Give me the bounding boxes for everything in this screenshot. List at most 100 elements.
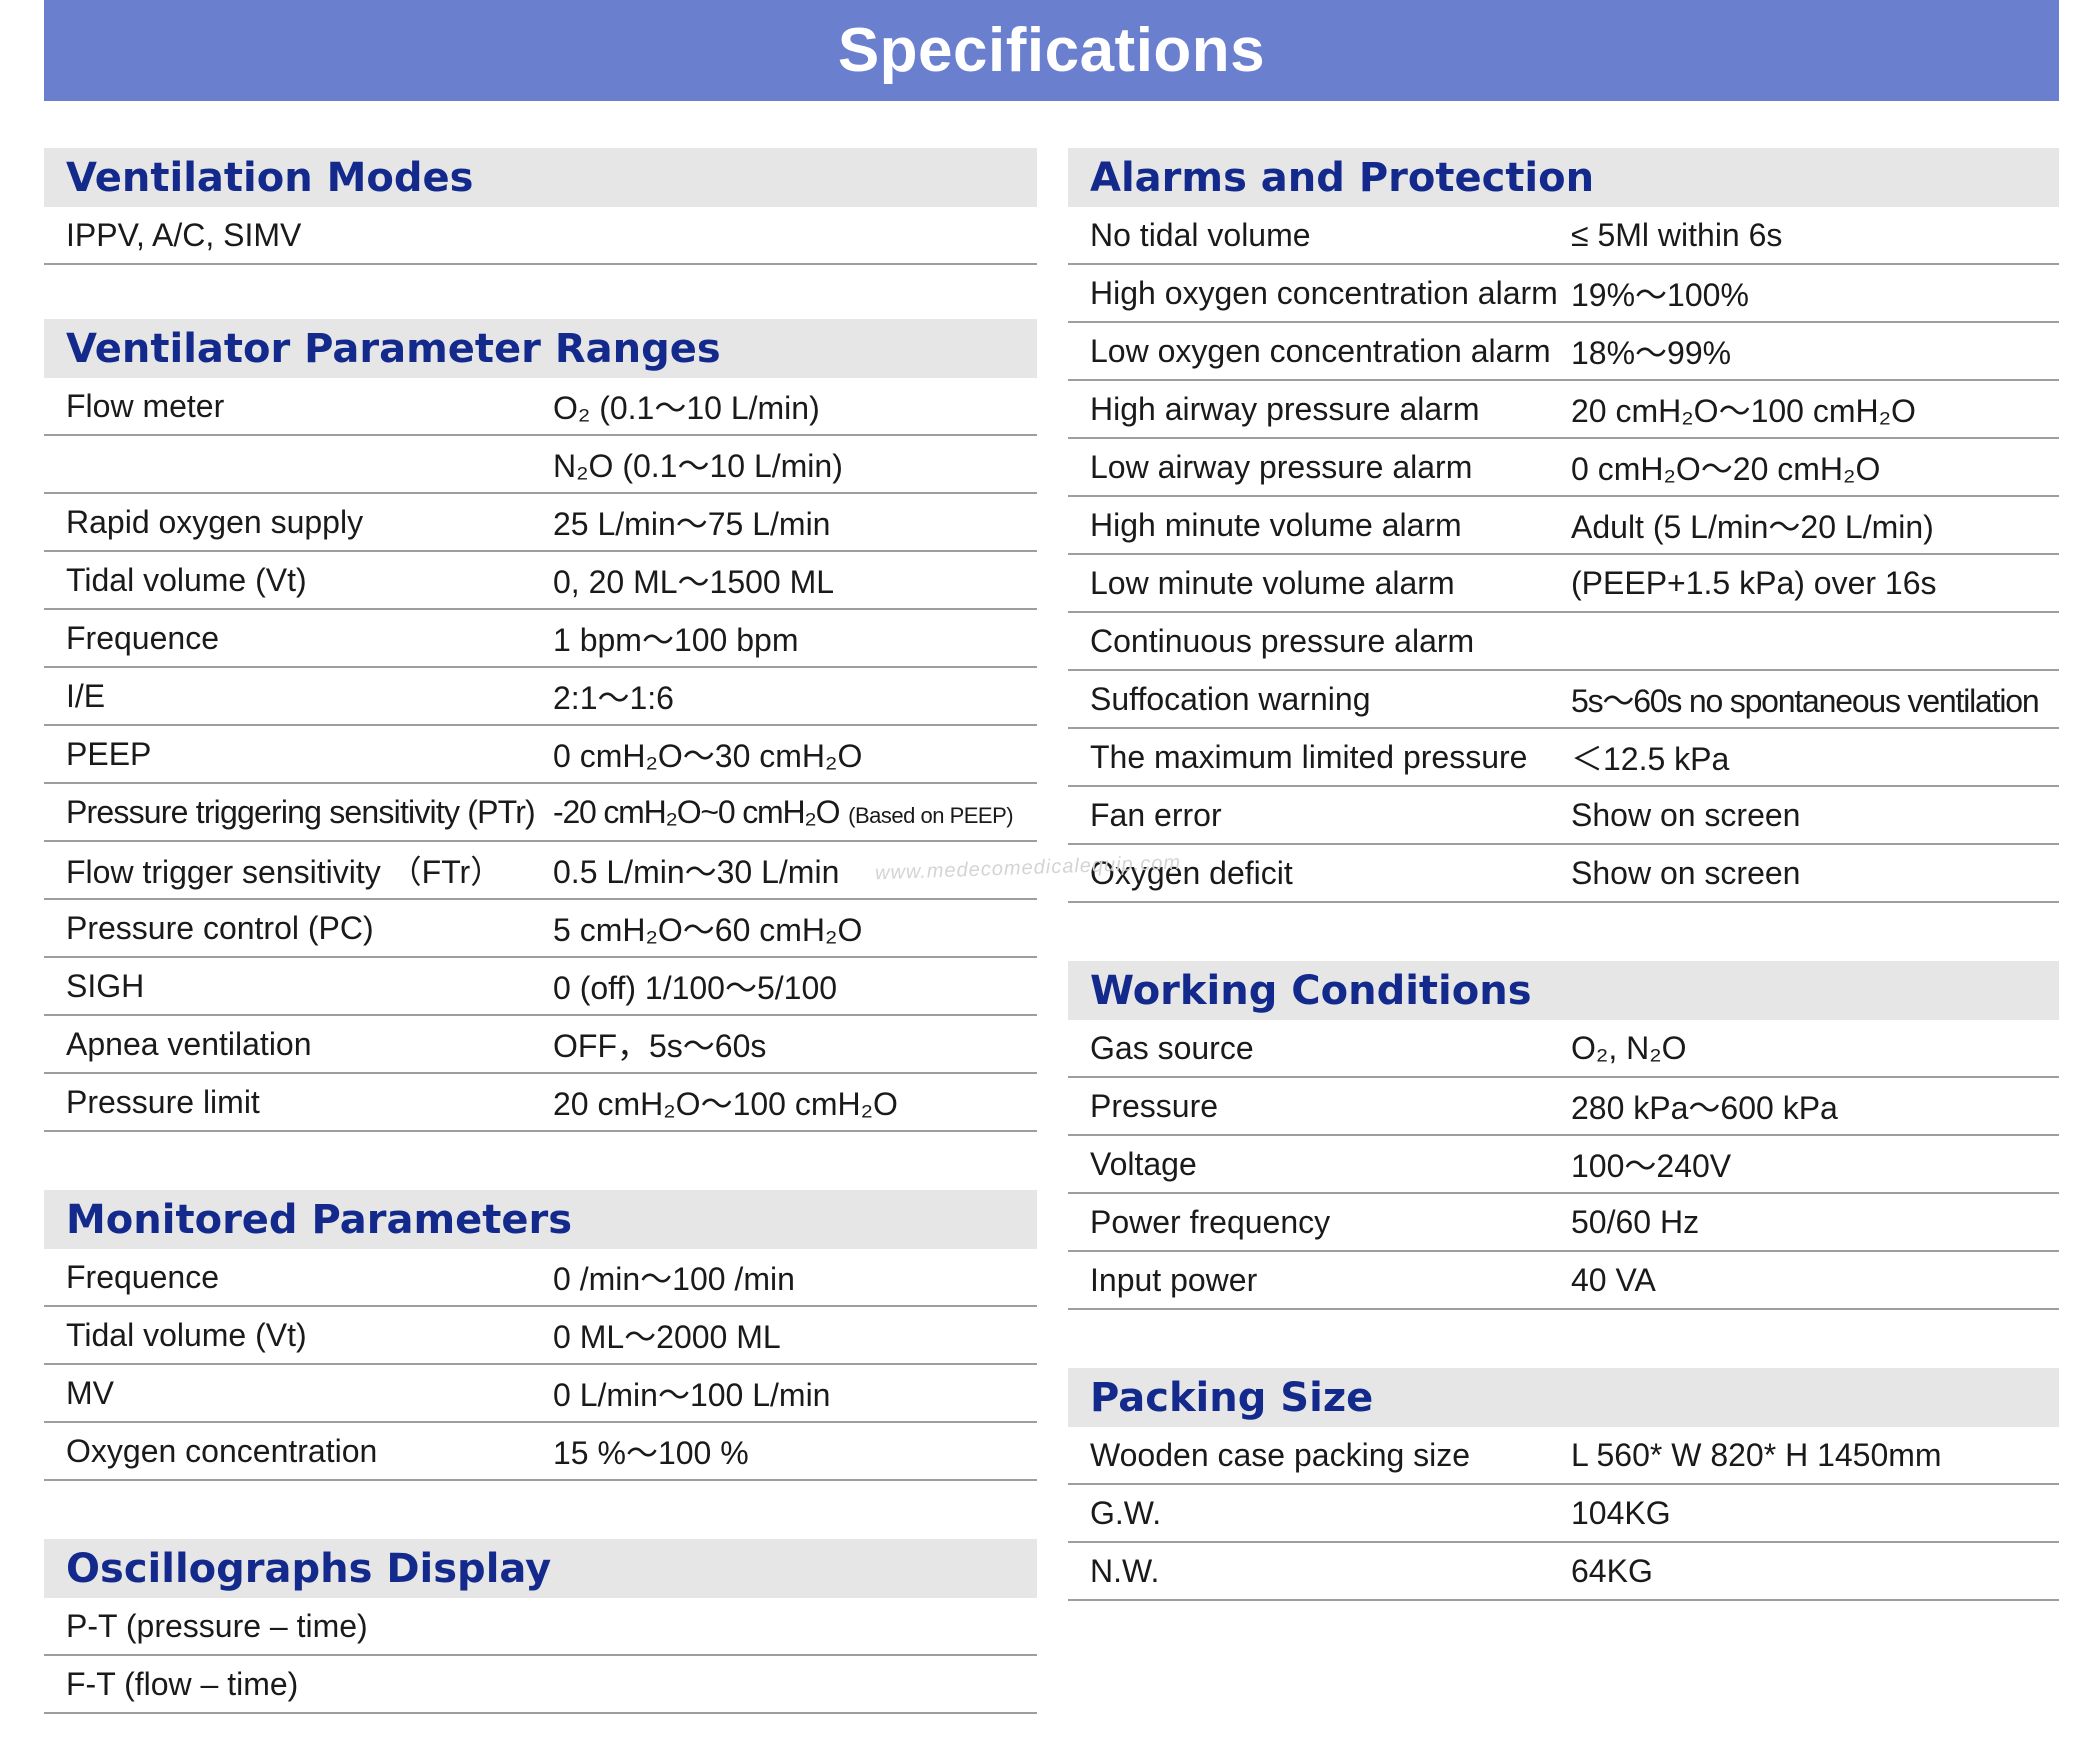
- section-heading: Working Conditions: [1068, 961, 2059, 1020]
- spec-row: PEEP 0 cmH₂O～30 cmH₂O: [44, 726, 1037, 784]
- spec-value: 25 L/min～75 L/min: [553, 499, 1037, 545]
- spec-row: Pressure limit 20 cmH₂O～100 cmH₂O: [44, 1074, 1037, 1132]
- spec-value: 0 ML～2000 ML: [553, 1312, 1037, 1358]
- spec-row: Input power 40 VA: [1068, 1252, 2059, 1310]
- spec-value: 0 L/min～100 L/min: [553, 1370, 1037, 1416]
- section-monitored-parameters: Monitored Parameters Frequence 0 /min～100 …: [44, 1190, 1037, 1481]
- spec-label: High minute volume alarm: [1090, 506, 1462, 543]
- spec-label: Oxygen concentration: [66, 1432, 378, 1469]
- section-heading: Ventilation Modes: [44, 148, 1037, 207]
- spec-label: The maximum limited pressure: [1090, 738, 1528, 775]
- spec-value-text: 20 cmH₂O～100 cmH₂O: [1571, 393, 1916, 429]
- spec-value: 15 %～100 %: [553, 1428, 1037, 1474]
- section-ventilator-parameter-ranges: Ventilator Parameter Ranges Flow meter O₂ …: [44, 319, 1037, 1132]
- section-heading: Alarms and Protection: [1068, 148, 2059, 207]
- spec-row: F-T (flow – time): [44, 1656, 1037, 1714]
- spec-value-text: ≤ 5Ml within 6s: [1571, 216, 1783, 253]
- spec-value-text: 5s～60s no spontaneous ventilation: [1571, 683, 2040, 719]
- spec-value-text: ＜12.5 kPa: [1571, 741, 1730, 777]
- spec-row: Suffocation warning 5s～60s no spontaneous…: [1068, 671, 2059, 729]
- spec-value-text: 100～240V: [1571, 1148, 1732, 1184]
- spec-value-text: 2:1～1:6: [553, 680, 674, 716]
- section-heading: Monitored Parameters: [44, 1190, 1037, 1249]
- spec-label: Low oxygen concentration alarm: [1090, 332, 1551, 369]
- spec-value-text: 20 cmH₂O～100 cmH₂O: [553, 1086, 898, 1122]
- spec-value-text: 104KG: [1571, 1494, 1671, 1531]
- spec-value: (PEEP+1.5 kPa) over 16s: [1571, 565, 2059, 602]
- spec-row: Oxygen concentration 15 %～100 %: [44, 1423, 1037, 1481]
- spec-label: Input power: [1090, 1261, 1258, 1298]
- spec-row: Continuous pressure alarm: [1068, 613, 2059, 671]
- left-column: Ventilation Modes IPPV, A/C, SIMV Ventilat…: [44, 148, 1037, 1714]
- spec-value-text: Adult (5 L/min～20 L/min): [1571, 509, 1934, 545]
- spec-value: N₂O (0.1～10 L/min): [553, 441, 1037, 487]
- spec-value: 0 /min～100 /min: [553, 1254, 1037, 1300]
- spec-value-text: 18%～99%: [1571, 335, 1732, 371]
- spec-row: G.W. 104KG: [1068, 1485, 2059, 1543]
- spec-value: ＜12.5 kPa: [1571, 734, 2059, 780]
- spec-value: 18%～99%: [1571, 328, 2059, 374]
- spec-value: 100～240V: [1571, 1141, 2059, 1187]
- spec-row: Pressure 280 kPa～600 kPa: [1068, 1078, 2059, 1136]
- spec-value: O₂, N₂O: [1571, 1030, 2059, 1067]
- spec-row: Gas source O₂, N₂O: [1068, 1020, 2059, 1078]
- spec-value-text: 64KG: [1571, 1552, 1653, 1589]
- spec-value: 1 bpm～100 bpm: [553, 615, 1037, 661]
- spec-label: Low minute volume alarm: [1090, 564, 1455, 601]
- spec-label: Fan error: [1090, 796, 1222, 833]
- spec-value-text: Show on screen: [1571, 854, 1801, 891]
- spec-row: Frequence 0 /min～100 /min: [44, 1249, 1037, 1307]
- spec-value: L 560* W 820* H 1450mm: [1571, 1437, 2059, 1474]
- spec-label: Tidal volume (Vt): [66, 1316, 307, 1353]
- spec-value-text: 25 L/min～75 L/min: [553, 506, 831, 542]
- spec-row: Low airway pressure alarm 0 cmH₂O～20 cmH₂…: [1068, 439, 2059, 497]
- spec-label: N.W.: [1090, 1552, 1160, 1589]
- spec-value-text: 40 VA: [1571, 1261, 1656, 1298]
- spec-value: 280 kPa～600 kPa: [1571, 1083, 2059, 1129]
- spec-label: Gas source: [1090, 1029, 1254, 1066]
- spec-value-text: 19%～100%: [1571, 277, 1749, 313]
- spec-row: Pressure control (PC) 5 cmH₂O～60 cmH₂O: [44, 900, 1037, 958]
- spec-value-text: (PEEP+1.5 kPa) over 16s: [1571, 564, 1937, 601]
- spec-label: G.W.: [1090, 1494, 1162, 1531]
- spec-value: ≤ 5Ml within 6s: [1571, 217, 2059, 254]
- spec-label: No tidal volume: [1090, 216, 1311, 253]
- spec-value-text: 0 cmH₂O～20 cmH₂O: [1571, 451, 1881, 487]
- spec-value-text: 5 cmH₂O～60 cmH₂O: [553, 912, 863, 948]
- spec-value-text: 0, 20 ML～1500 ML: [553, 564, 835, 600]
- spec-row: SIGH 0 (off) 1/100～5/100: [44, 958, 1037, 1016]
- spec-label: High oxygen concentration alarm: [1090, 274, 1558, 311]
- spec-value: OFF，5s～60s: [553, 1021, 1037, 1067]
- spec-value-text: -20 cmH₂O~0 cmH₂O: [553, 793, 840, 830]
- spec-value-text: L 560* W 820* H 1450mm: [1571, 1436, 1942, 1473]
- spec-value: 0.5 L/min～30 L/min: [553, 847, 1037, 893]
- spec-row: Low minute volume alarm (PEEP+1.5 kPa) ov…: [1068, 555, 2059, 613]
- section-ventilation-modes: Ventilation Modes IPPV, A/C, SIMV: [44, 148, 1037, 265]
- spec-value: 0 cmH₂O～20 cmH₂O: [1571, 444, 2059, 490]
- spec-value: 104KG: [1571, 1495, 2059, 1532]
- spec-label: Rapid oxygen supply: [66, 503, 364, 540]
- spec-row: Tidal volume (Vt) 0 ML～2000 ML: [44, 1307, 1037, 1365]
- spec-row: No tidal volume ≤ 5Ml within 6s: [1068, 207, 2059, 265]
- page-title: Specifications: [837, 16, 1266, 85]
- spec-value: Show on screen: [1571, 797, 2059, 834]
- spec-row: High minute volume alarm Adult (5 L/min～2…: [1068, 497, 2059, 555]
- spec-row: Oxygen deficit Show on screen: [1068, 845, 2059, 903]
- spec-label: Pressure: [1090, 1087, 1219, 1124]
- spec-value: 0, 20 ML～1500 ML: [553, 557, 1037, 603]
- spec-label: Tidal volume (Vt): [66, 561, 307, 598]
- spec-label: Pressure triggering sensitivity (PTr): [66, 793, 536, 830]
- spec-row: Voltage 100～240V: [1068, 1136, 2059, 1194]
- spec-label: Frequence: [66, 619, 219, 656]
- spec-value-text: Show on screen: [1571, 796, 1801, 833]
- spec-value-text: 0 ML～2000 ML: [553, 1319, 781, 1355]
- spec-value-text: 0 cmH₂O～30 cmH₂O: [553, 738, 863, 774]
- spec-label: MV: [66, 1374, 114, 1411]
- spec-label: PEEP: [66, 735, 152, 772]
- spec-value: 50/60 Hz: [1571, 1204, 2059, 1241]
- spec-row: Tidal volume (Vt) 0, 20 ML～1500 ML: [44, 552, 1037, 610]
- spec-value: Adult (5 L/min～20 L/min): [1571, 502, 2059, 548]
- spec-label: Pressure limit: [66, 1083, 260, 1120]
- spec-row: Fan error Show on screen: [1068, 787, 2059, 845]
- spec-value: -20 cmH₂O~0 cmH₂O (Based on PEEP): [553, 794, 1037, 831]
